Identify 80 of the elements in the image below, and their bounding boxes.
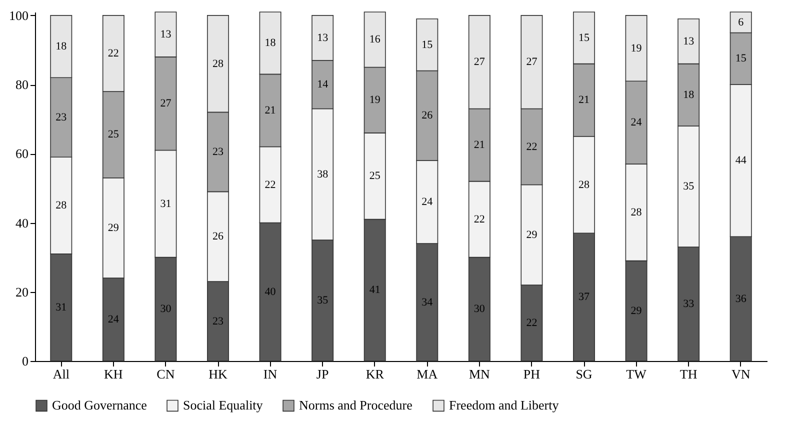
y-tick-label: 60 [16,146,28,162]
data-label: 27 [160,98,172,110]
data-label: 26 [212,230,224,243]
data-label: 24 [422,196,434,208]
data-label: 22 [264,178,276,191]
data-label: 26 [422,110,434,122]
data-label: 6 [738,16,744,28]
x-tick-label: KH [104,366,123,382]
x-tick-label: CN [156,366,176,382]
data-label: 34 [422,296,434,308]
data-label: 28 [578,178,590,191]
data-label: 29 [630,304,642,317]
data-label: 31 [56,301,67,314]
data-label: 21 [578,94,590,106]
y-tick-label: 0 [22,354,28,368]
legend-label: Freedom and Liberty [449,398,560,413]
data-label: 15 [735,52,747,65]
data-label: 29 [108,222,120,234]
data-label: 30 [160,303,172,316]
x-tick-label: SG [576,366,592,382]
x-tick-label: KR [366,366,384,382]
data-label: 24 [630,116,642,129]
data-label: 24 [108,314,120,326]
data-label: 25 [369,170,381,182]
data-label: 31 [160,198,172,210]
data-label: 13 [317,32,329,44]
data-label: 21 [474,139,485,152]
data-label: 27 [526,56,538,68]
data-label: 13 [160,28,172,40]
data-label: 28 [56,200,68,212]
data-label: 18 [56,40,68,53]
data-label: 22 [526,316,538,329]
x-tick-label: PH [523,366,540,382]
y-tick-label: 20 [16,284,28,300]
x-tick-label: MA [416,366,438,382]
x-tick-label: MN [468,366,491,382]
data-label: 38 [317,168,329,180]
x-tick-label: JP [316,366,329,382]
legend-label: Norms and Procedure [299,398,413,413]
data-label: 22 [108,47,119,60]
x-tick-label: TW [626,366,648,382]
legend-label: Social Equality [183,398,264,413]
data-label: 27 [474,56,486,68]
data-label: 23 [56,111,68,124]
legend-label: Good Governance [52,398,148,413]
data-label: 22 [474,213,485,226]
x-tick-label: VN [731,366,751,382]
data-label: 41 [369,284,380,296]
data-label: 35 [317,294,329,307]
data-label: 25 [108,128,120,141]
data-label: 23 [212,146,224,158]
data-label: 40 [264,286,276,298]
data-label: 19 [630,42,642,54]
data-label: 30 [474,303,486,316]
data-label: 18 [264,37,276,50]
x-tick-label: All [52,366,70,382]
data-label: 44 [735,154,747,167]
data-label: 23 [212,315,224,328]
x-tick-label: IN [263,366,278,382]
data-label: 13 [683,35,695,48]
y-tick-label: 40 [16,215,28,230]
y-tick-label: 80 [16,77,28,92]
data-label: 16 [369,34,381,46]
data-label: 18 [683,88,695,101]
y-tick-label: 100 [9,8,28,23]
data-label: 37 [578,291,590,304]
data-label: 14 [317,78,329,91]
data-label: 28 [630,206,642,218]
data-label: 15 [578,32,590,44]
data-label: 29 [526,228,538,241]
data-label: 35 [683,180,695,192]
data-label: 15 [422,38,434,51]
x-tick-label: HK [208,366,228,382]
data-label: 22 [526,140,538,153]
x-tick-label: TH [680,366,698,382]
data-label: 19 [369,94,381,106]
data-label: 33 [683,298,695,310]
data-label: 21 [264,104,276,116]
data-label: 36 [735,292,747,305]
data-label: 28 [212,58,224,70]
